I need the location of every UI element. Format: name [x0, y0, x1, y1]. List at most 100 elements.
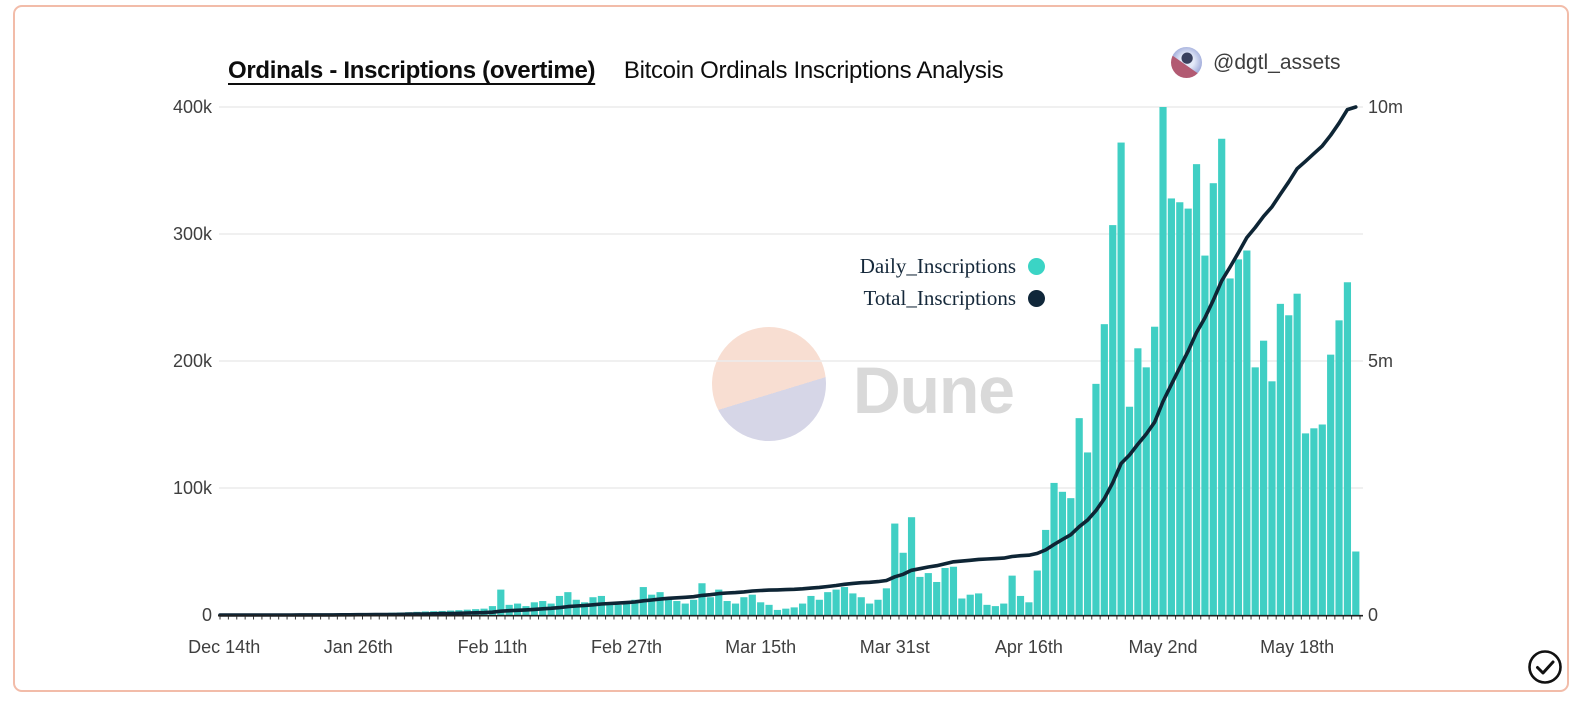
daily-inscriptions-bar[interactable]	[773, 609, 782, 615]
total-inscriptions-line[interactable]	[218, 105, 1358, 617]
daily-inscriptions-bar[interactable]	[924, 573, 932, 615]
daily-inscriptions-bar[interactable]	[765, 604, 773, 615]
daily-inscriptions-bar[interactable]	[874, 599, 882, 615]
daily-inscriptions-bar[interactable]	[631, 599, 639, 615]
daily-inscriptions-bar[interactable]	[1343, 282, 1352, 615]
legend-item-total-inscriptions[interactable]: Total_Inscriptions	[715, 282, 1045, 314]
daily-inscriptions-bar[interactable]	[1293, 293, 1301, 615]
daily-inscriptions-bar[interactable]	[1008, 575, 1016, 615]
daily-inscriptions-bar[interactable]	[706, 597, 714, 615]
daily-inscriptions-bar[interactable]	[1016, 595, 1025, 615]
daily-inscriptions-bar[interactable]	[1335, 320, 1343, 615]
chart-canvas[interactable]: 0 100k 200k 300k 400k 0 5m 10m Dec 14th Jan 26th F…	[15, 7, 1580, 710]
daily-inscriptions-bar[interactable]	[1134, 348, 1142, 615]
daily-inscriptions-bar[interactable]	[790, 607, 798, 615]
daily-inscriptions-bar[interactable]	[715, 589, 723, 615]
daily-inscriptions-bar[interactable]	[891, 523, 899, 615]
daily-inscriptions-bar[interactable]	[1276, 303, 1284, 615]
daily-inscriptions-bar[interactable]	[1117, 142, 1125, 615]
daily-inscriptions-bar[interactable]	[933, 581, 941, 615]
daily-inscriptions-bar[interactable]	[1083, 452, 1092, 615]
daily-inscriptions-bar[interactable]	[975, 593, 983, 615]
daily-inscriptions-bar[interactable]	[648, 594, 656, 615]
daily-inscriptions-bar[interactable]	[1025, 602, 1033, 615]
daily-inscriptions-bar[interactable]	[497, 589, 505, 615]
daily-inscriptions-bar[interactable]	[1159, 107, 1167, 615]
daily-inscriptions-bar[interactable]	[564, 592, 572, 615]
daily-inscriptions-bar[interactable]	[1167, 198, 1175, 615]
daily-inscriptions-bar[interactable]	[1310, 428, 1318, 615]
daily-inscriptions-bar[interactable]	[849, 593, 857, 615]
daily-inscriptions-bar[interactable]	[1100, 324, 1108, 615]
daily-inscriptions-bar[interactable]	[622, 602, 631, 615]
daily-inscriptions-bar[interactable]	[1352, 551, 1360, 616]
daily-inscriptions-bar[interactable]	[1000, 603, 1008, 615]
daily-inscriptions-bar[interactable]	[1092, 383, 1100, 615]
daily-inscriptions-bar[interactable]	[1201, 255, 1209, 615]
daily-inscriptions-bar[interactable]	[1301, 433, 1310, 615]
daily-inscriptions-bar[interactable]	[1318, 424, 1326, 616]
check-circle-icon[interactable]	[1528, 650, 1562, 684]
daily-inscriptions-bar[interactable]	[832, 589, 840, 615]
daily-inscriptions-bar[interactable]	[941, 568, 949, 615]
daily-inscriptions-bar[interactable]	[1176, 202, 1184, 615]
daily-inscriptions-bar[interactable]	[1042, 529, 1050, 615]
daily-inscriptions-bar[interactable]	[983, 604, 991, 615]
daily-inscriptions-bar[interactable]	[907, 517, 916, 615]
daily-inscriptions-bar[interactable]	[681, 603, 689, 615]
daily-inscriptions-bar[interactable]	[731, 603, 740, 615]
daily-inscriptions-bar[interactable]	[581, 602, 589, 615]
daily-inscriptions-bar[interactable]	[1209, 183, 1217, 615]
daily-inscriptions-bar[interactable]	[740, 597, 748, 615]
author-handle[interactable]: @dgtl_assets	[1213, 50, 1341, 74]
daily-inscriptions-bar[interactable]	[748, 594, 756, 615]
daily-inscriptions-bar[interactable]	[664, 597, 673, 615]
daily-inscriptions-bar[interactable]	[815, 599, 823, 615]
daily-inscriptions-bar[interactable]	[1192, 164, 1201, 615]
daily-inscriptions-bar[interactable]	[1268, 381, 1276, 615]
daily-inscriptions-bar[interactable]	[1260, 340, 1268, 615]
daily-inscriptions-bar[interactable]	[690, 599, 698, 615]
daily-inscriptions-bar[interactable]	[824, 592, 832, 615]
avatar[interactable]	[1171, 47, 1202, 78]
daily-inscriptions-bar[interactable]	[1184, 208, 1192, 615]
daily-inscriptions-bar[interactable]	[949, 566, 958, 615]
daily-inscriptions-bar[interactable]	[656, 592, 664, 615]
daily-inscriptions-bar[interactable]	[798, 603, 807, 615]
daily-inscriptions-bar[interactable]	[807, 595, 815, 615]
daily-inscriptions-bar[interactable]	[1109, 225, 1117, 616]
daily-inscriptions-bar[interactable]	[991, 606, 999, 615]
daily-inscriptions-bar[interactable]	[1142, 367, 1150, 615]
daily-inscriptions-bar[interactable]	[857, 597, 865, 615]
daily-inscriptions-bar[interactable]	[1243, 250, 1251, 615]
daily-inscriptions-bar[interactable]	[899, 552, 907, 615]
chart-title-link[interactable]: Ordinals - Inscriptions (overtime)	[228, 57, 596, 84]
daily-inscriptions-bar[interactable]	[673, 601, 681, 615]
daily-inscriptions-bar[interactable]	[1050, 482, 1058, 615]
daily-inscriptions-bar[interactable]	[698, 583, 706, 615]
legend-item-daily-inscriptions[interactable]: Daily_Inscriptions	[715, 250, 1045, 282]
daily-inscriptions-bar[interactable]	[1033, 570, 1041, 615]
daily-inscriptions-bar[interactable]	[606, 603, 614, 615]
daily-inscriptions-bar[interactable]	[1075, 418, 1083, 615]
daily-inscriptions-bar[interactable]	[840, 587, 849, 615]
daily-inscriptions-bar[interactable]	[1125, 406, 1134, 615]
daily-inscriptions-bar[interactable]	[1218, 138, 1226, 615]
daily-inscriptions-bar[interactable]	[1327, 354, 1335, 615]
daily-inscriptions-bar[interactable]	[1058, 491, 1067, 615]
daily-inscriptions-bar[interactable]	[614, 604, 622, 615]
daily-inscriptions-bar[interactable]	[555, 595, 564, 615]
daily-inscriptions-bar[interactable]	[882, 588, 890, 615]
daily-inscriptions-bar[interactable]	[1285, 315, 1293, 615]
daily-inscriptions-bar[interactable]	[723, 601, 731, 615]
daily-inscriptions-bar[interactable]	[757, 602, 765, 615]
daily-inscriptions-bar[interactable]	[1251, 367, 1259, 615]
daily-inscriptions-bar[interactable]	[866, 603, 874, 615]
daily-inscriptions-bar[interactable]	[966, 594, 974, 615]
daily-inscriptions-bar[interactable]	[1151, 326, 1159, 615]
daily-inscriptions-bar[interactable]	[782, 608, 790, 615]
daily-inscriptions-bar[interactable]	[1234, 259, 1243, 615]
daily-inscriptions-bar[interactable]	[916, 576, 924, 615]
daily-inscriptions-bar[interactable]	[1226, 278, 1234, 615]
daily-inscriptions-bar[interactable]	[1067, 498, 1075, 615]
